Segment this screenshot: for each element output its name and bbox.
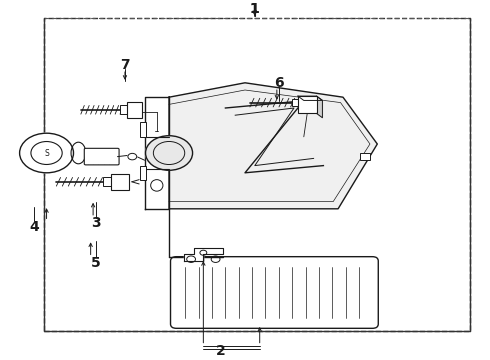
Ellipse shape (71, 142, 86, 164)
Text: 2: 2 (216, 344, 225, 358)
Bar (292, 99, 298, 106)
Ellipse shape (151, 180, 163, 191)
FancyBboxPatch shape (171, 257, 378, 328)
Polygon shape (317, 96, 322, 118)
Text: 4: 4 (29, 220, 39, 234)
Bar (140, 122, 146, 137)
Text: 3: 3 (91, 216, 100, 230)
Bar (127, 102, 142, 118)
Bar (140, 166, 146, 180)
Bar (103, 177, 111, 186)
Bar (360, 153, 370, 160)
Text: 6: 6 (274, 76, 284, 90)
Bar (120, 105, 127, 114)
Polygon shape (184, 248, 223, 261)
Circle shape (146, 136, 193, 170)
Circle shape (128, 153, 137, 160)
Bar (111, 174, 129, 190)
Text: 7: 7 (120, 58, 130, 72)
Polygon shape (298, 96, 322, 100)
FancyBboxPatch shape (84, 148, 119, 165)
Text: 1: 1 (250, 2, 260, 16)
Text: 5: 5 (91, 256, 100, 270)
Bar (44, 18, 470, 331)
Circle shape (20, 133, 74, 173)
Bar (298, 96, 317, 113)
Polygon shape (169, 83, 377, 209)
Text: 1: 1 (250, 2, 260, 16)
Text: S: S (44, 149, 49, 158)
